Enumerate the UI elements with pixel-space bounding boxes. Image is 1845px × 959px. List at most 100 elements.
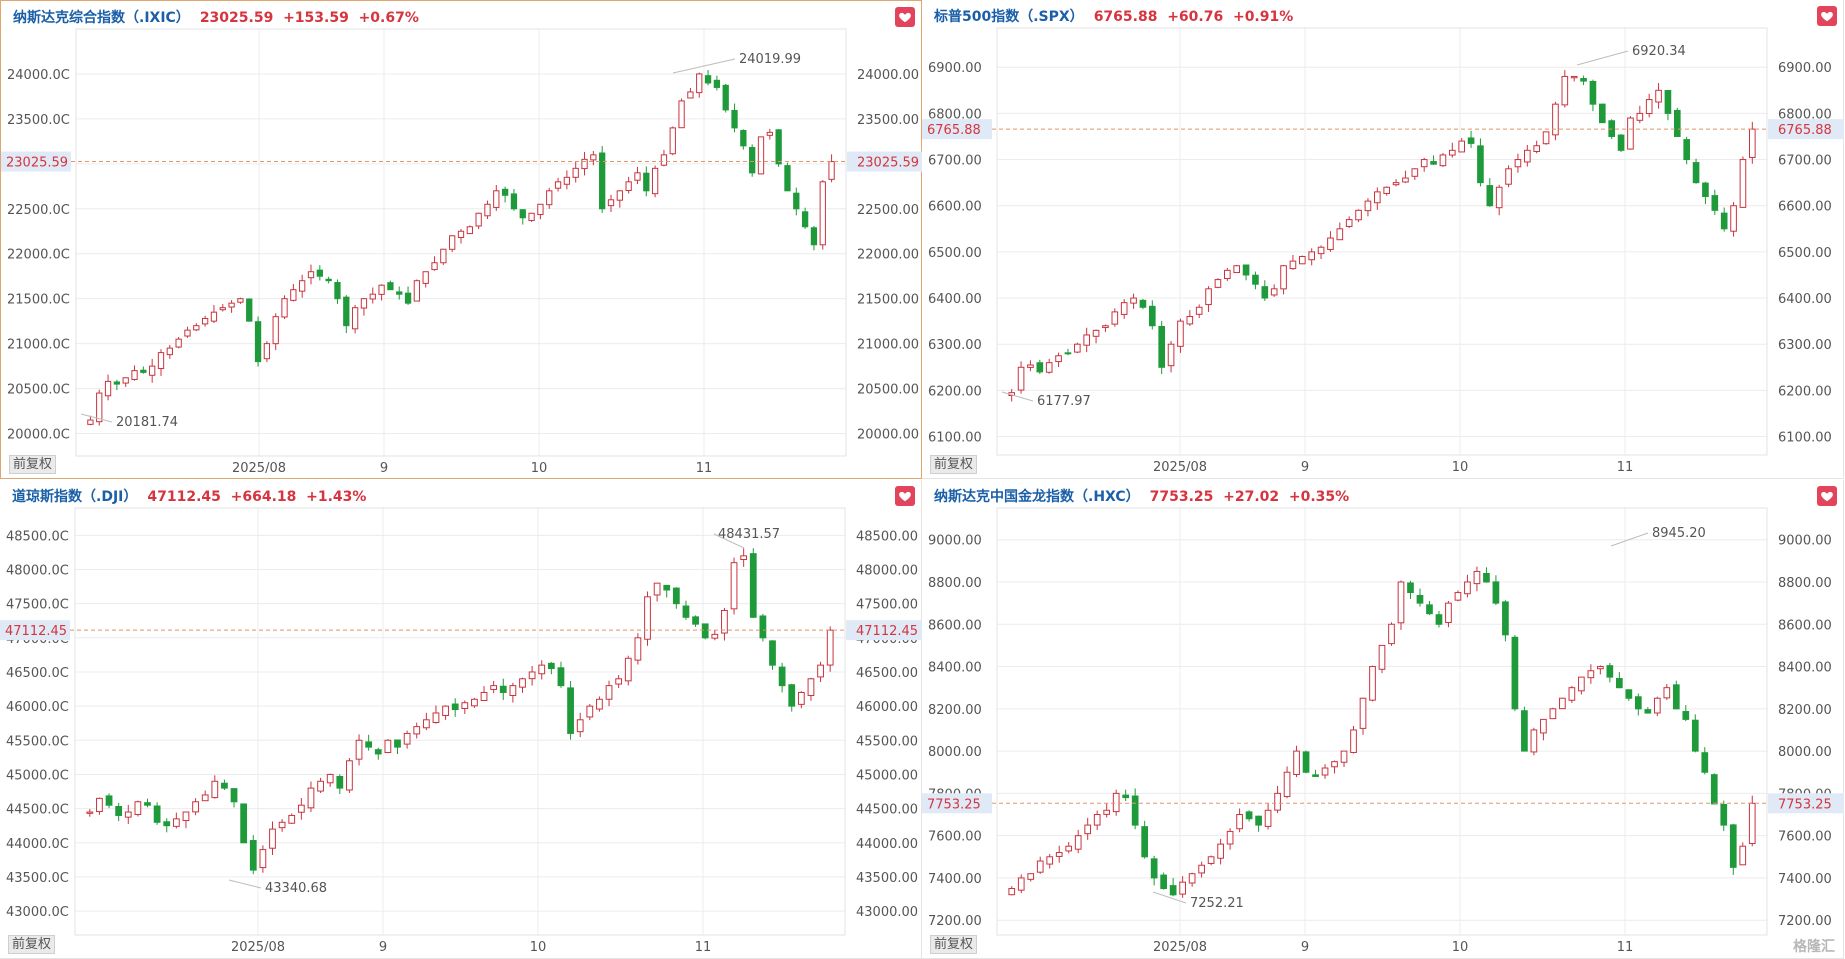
y-tick-label-left: 6800.00 [928,107,982,122]
candle [682,605,690,618]
candle [1533,145,1540,152]
candle [403,732,411,745]
y-tick-label-left: 47500.0C [6,598,69,613]
candle [826,629,834,666]
candle [576,719,584,733]
favorite-heart-icon[interactable] [895,7,915,27]
adjust-mode-label[interactable]: 前复权 [9,455,57,474]
high-label: 8945.20 [1652,526,1706,541]
candle [669,127,676,155]
index-quote: 7753.25 +27.02 +0.35% [1149,489,1350,505]
candle [1217,843,1224,859]
candle [1364,200,1372,212]
candle [316,269,323,277]
y-tick-label-left: 22500.0C [7,203,70,218]
candle [1397,581,1405,624]
candle [182,811,190,822]
candle [586,705,594,718]
candle [1683,139,1690,161]
y-tick-label-left: 45500.0C [6,734,69,749]
y-tick-label-right: 8800.00 [1778,576,1832,591]
candle [124,811,132,818]
candle [1139,299,1147,308]
candle [1177,320,1184,347]
candle [1445,602,1452,623]
candle [440,248,447,264]
candle [288,814,296,824]
candle [721,609,728,634]
candle [828,161,835,180]
candle [740,555,748,560]
index-quote: 6765.88 +60.76 +0.91% [1093,9,1294,25]
chart-canvas[interactable]: 43000.0C 43000.00 43500.0C 43500.00 44000.0C… [0,480,922,959]
chart-panel-3[interactable]: 43000.0C 43000.00 43500.0C 43500.00 44000.0C… [0,480,922,959]
candle [1739,159,1747,208]
chart-panel-2[interactable]: 6100.00 6100.00 6200.00 6200.00 6300.00 6300.… [922,0,1844,479]
candle [730,562,738,610]
y-tick-label-left: 48000.0C [6,563,69,578]
candle [1730,205,1737,232]
candle [1255,815,1262,826]
candle [387,282,394,291]
chart-panel-4[interactable]: 7200.00 7200.00 7400.00 7400.00 7600.00 7600.… [922,480,1844,959]
candle [1580,78,1587,82]
y-tick-label-right: 43000.00 [856,905,918,920]
candle [1636,112,1644,121]
candle [369,293,376,300]
y-tick-label-left: 8800.00 [928,576,982,591]
candle [269,828,276,849]
candle [778,666,786,687]
x-tick-label: 10 [1452,460,1469,475]
candle [1236,814,1243,830]
candle [1430,161,1437,165]
candle [1359,697,1367,729]
favorite-heart-icon[interactable] [1817,6,1837,26]
candle [317,780,324,792]
y-tick-label-left: 6900.00 [928,61,982,76]
candle [1627,117,1634,150]
y-tick-label-right: 20000.00 [857,428,919,443]
favorite-heart-icon[interactable] [1817,486,1837,506]
chart-canvas[interactable]: 20000.0C 20000.00 20500.0C 20500.00 21000.0C… [1,1,923,480]
adjust-mode-label[interactable]: 前复权 [8,935,56,954]
candle [1477,145,1484,184]
candle [696,73,703,94]
y-tick-label-left: 8200.00 [928,703,982,718]
candle [1321,767,1329,776]
candle [1036,860,1044,873]
y-tick-label-right: 6600.00 [1778,200,1832,215]
candle [201,317,209,325]
candle [175,338,182,348]
candle [374,749,382,755]
x-tick-label: 2025/08 [231,940,285,955]
candle [259,849,267,869]
candle [810,227,818,246]
candle [484,203,491,217]
low-leader-line [228,879,262,889]
candle [493,190,500,208]
candle [480,691,488,701]
candle [442,705,449,716]
adjust-mode-label[interactable]: 前复权 [930,455,978,474]
chart-title: 纳斯达克综合指数（.IXIC） 23025.59 +153.59 +0.67% [13,7,419,27]
chart-panel-1[interactable]: 20000.0C 20000.00 20500.0C 20500.00 21000.0C… [0,0,923,480]
candle [299,280,306,292]
candle [546,190,553,206]
candle [1492,581,1500,604]
candle [166,347,173,356]
candle [1720,212,1728,230]
chart-canvas[interactable]: 6100.00 6100.00 6200.00 6200.00 6300.00 6300.… [922,0,1844,479]
low-leader-line [80,413,113,423]
favorite-heart-icon[interactable] [895,486,915,506]
candle [1083,334,1090,346]
candle [797,691,805,705]
candle [87,419,94,425]
candle [278,821,286,829]
chart-canvas[interactable]: 7200.00 7200.00 7400.00 7400.00 7600.00 7600.… [922,480,1844,959]
candle [788,684,796,707]
y-tick-label-right: 6500.00 [1778,246,1832,261]
candle [1102,325,1109,328]
candle [1729,824,1737,868]
adjust-mode-label[interactable]: 前复权 [930,935,978,954]
low-leader-line [1001,391,1034,402]
